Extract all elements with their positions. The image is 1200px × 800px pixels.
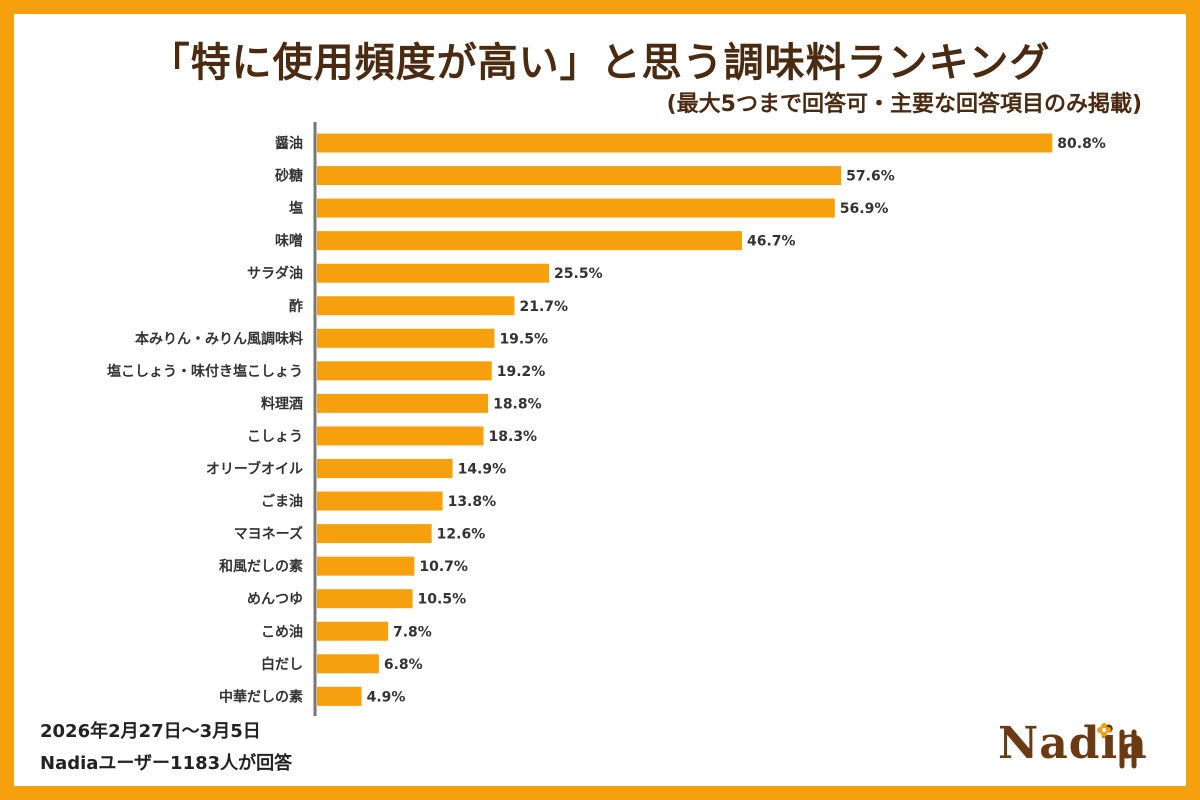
- value-label: 25.5%: [554, 266, 603, 282]
- value-label: 46.7%: [747, 234, 796, 250]
- category-label: マヨネーズ: [234, 526, 303, 543]
- bar: [317, 296, 515, 316]
- category-label: こめ油: [261, 623, 303, 640]
- value-label: 19.5%: [499, 331, 548, 347]
- value-label: 13.8%: [448, 494, 497, 510]
- bar: [317, 133, 1053, 153]
- bar: [317, 556, 415, 576]
- chart-subtitle: (最大5つまで回答可・主要な回答項目のみ掲載): [666, 92, 1142, 117]
- value-label: 12.6%: [437, 527, 486, 543]
- bar: [317, 491, 443, 511]
- bar: [317, 263, 550, 283]
- bar: [317, 393, 489, 413]
- category-label: ごま油: [261, 493, 303, 510]
- bar: [317, 426, 484, 446]
- value-label: 10.7%: [419, 559, 468, 575]
- bar: [317, 621, 388, 641]
- bar: [317, 686, 362, 706]
- bar: [317, 231, 742, 251]
- category-label: 白だし: [261, 656, 303, 673]
- value-label: 4.9%: [367, 689, 406, 705]
- category-label: 味噌: [275, 233, 303, 250]
- value-label: 19.2%: [497, 364, 546, 380]
- category-label: 塩: [289, 200, 303, 217]
- bar: [317, 328, 495, 348]
- value-label: 80.8%: [1057, 136, 1106, 152]
- category-label: 中華だしの素: [219, 688, 303, 705]
- value-label: 10.5%: [418, 592, 467, 608]
- flower-fork-icon: [1097, 723, 1137, 769]
- value-label: 18.3%: [489, 429, 538, 445]
- value-label: 6.8%: [384, 657, 423, 673]
- category-label: 本みりん・みりん風調味料: [135, 330, 303, 347]
- category-label: 和風だしの素: [219, 558, 303, 575]
- category-label: 酢: [289, 298, 303, 315]
- chart-title: 「特に使用頻度が高い」と思う調味料ランキング: [149, 40, 1051, 86]
- category-label: 砂糖: [274, 168, 303, 185]
- category-label: サラダ油: [247, 265, 303, 282]
- bar: [317, 589, 413, 609]
- category-label: 料理酒: [261, 395, 303, 412]
- value-label: 56.9%: [840, 201, 889, 217]
- bar: [317, 459, 453, 478]
- category-label: 塩こしょう・味付き塩こしょう: [107, 363, 303, 380]
- category-label: こしょう: [247, 429, 303, 445]
- value-label: 7.8%: [393, 624, 432, 640]
- respondent-count: Nadiaユーザー1183人が回答: [40, 753, 293, 774]
- category-label: 醤油: [275, 135, 303, 152]
- value-label: 57.6%: [846, 169, 895, 185]
- bar: [317, 654, 379, 674]
- category-label: オリーブオイル: [206, 461, 303, 478]
- bar: [317, 361, 492, 381]
- survey-date: 2026年2月27日〜3月5日: [40, 721, 261, 742]
- value-label: 14.9%: [458, 462, 507, 478]
- bar: [317, 524, 432, 544]
- value-label: 21.7%: [519, 299, 568, 315]
- bar: [317, 198, 835, 218]
- value-label: 18.8%: [493, 396, 542, 412]
- category-label: めんつゆ: [247, 592, 303, 608]
- bar: [317, 166, 842, 186]
